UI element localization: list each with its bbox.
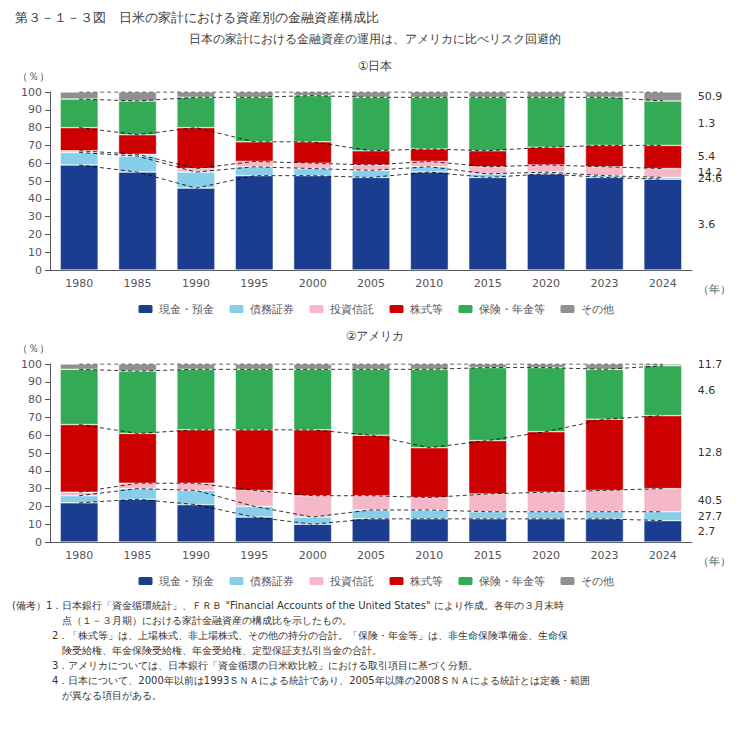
svg-text:（年）: （年） [698,283,731,296]
svg-text:保険・年金等: 保険・年金等 [479,575,545,588]
svg-text:第３－１－３図 日米の家計における資産別の金融資産構成比: 第３－１－３図 日米の家計における資産別の金融資産構成比 [15,10,379,25]
svg-text:（％）: （％） [17,70,50,83]
svg-text:0: 0 [35,536,42,549]
svg-text:4．日本について、2000年以前は1993ＳＮＡによる統計で: 4．日本について、2000年以前は1993ＳＮＡによる統計であり、2005年以降… [12,675,590,686]
svg-text:2000: 2000 [299,549,327,562]
svg-text:1985: 1985 [124,277,152,290]
svg-text:40.5: 40.5 [698,494,723,507]
svg-text:27.7: 27.7 [698,510,723,523]
svg-text:10: 10 [28,246,42,259]
svg-text:（年）: （年） [698,555,731,568]
svg-text:投資信託: 投資信託 [329,575,374,588]
svg-text:90: 90 [28,103,42,116]
svg-text:その他: その他 [581,575,614,588]
svg-text:が異なる項目がある。: が異なる項目がある。 [12,690,162,701]
svg-text:2015: 2015 [474,277,502,290]
svg-text:90: 90 [28,375,42,388]
svg-text:2023: 2023 [590,277,618,290]
svg-text:40: 40 [28,464,42,477]
svg-text:11.7: 11.7 [698,358,723,371]
svg-text:60: 60 [28,429,42,442]
svg-text:14.2: 14.2 [698,166,723,179]
svg-text:4.6: 4.6 [698,384,716,397]
svg-text:現金・預金: 現金・預金 [159,303,214,316]
svg-text:1990: 1990 [182,549,210,562]
svg-text:2015: 2015 [474,549,502,562]
svg-text:1985: 1985 [124,549,152,562]
svg-text:1995: 1995 [240,277,268,290]
svg-text:2010: 2010 [415,549,443,562]
svg-text:1995: 1995 [240,549,268,562]
svg-text:80: 80 [28,121,42,134]
svg-text:（％）: （％） [17,342,50,355]
svg-text:2010: 2010 [415,277,443,290]
svg-text:その他: その他 [581,303,614,316]
svg-text:70: 70 [28,411,42,424]
svg-text:1.3: 1.3 [698,117,716,130]
svg-text:2023: 2023 [590,549,618,562]
svg-text:5.4: 5.4 [698,150,716,163]
svg-text:60: 60 [28,157,42,170]
svg-text:1980: 1980 [65,549,93,562]
svg-text:日本の家計における金融資産の運用は、アメリカに比べリスク回避: 日本の家計における金融資産の運用は、アメリカに比べリスク回避的 [189,32,561,46]
svg-text:保険・年金等: 保険・年金等 [479,303,545,316]
svg-text:100: 100 [21,86,42,99]
svg-text:現金・預金: 現金・預金 [159,575,214,588]
svg-text:1980: 1980 [65,277,93,290]
svg-text:80: 80 [28,393,42,406]
svg-text:2000: 2000 [299,277,327,290]
svg-text:②アメリカ: ②アメリカ [346,329,405,343]
svg-text:50: 50 [28,175,42,188]
svg-text:2024: 2024 [649,549,677,562]
svg-text:2020: 2020 [532,277,560,290]
svg-text:株式等: 株式等 [409,575,443,588]
svg-text:100: 100 [21,358,42,371]
svg-text:投資信託: 投資信託 [329,303,374,316]
svg-text:30: 30 [28,210,42,223]
svg-text:険受給権、年金保険受給権、年金受給権、定型保証支払引当金の合: 険受給権、年金保険受給権、年金受給権、定型保証支払引当金の合計。 [12,645,382,656]
svg-text:3.6: 3.6 [698,218,716,231]
svg-text:30: 30 [28,482,42,495]
svg-text:20: 20 [28,228,42,241]
svg-text:50.9: 50.9 [698,90,723,103]
svg-text:10: 10 [28,518,42,531]
svg-text:①日本: ①日本 [358,59,393,73]
svg-text:70: 70 [28,139,42,152]
svg-text:2024: 2024 [649,277,677,290]
svg-text:2005: 2005 [357,277,385,290]
svg-text:(備考）1．日本銀行「資金循環統計」、ＦＲＢ "Financ: (備考）1．日本銀行「資金循環統計」、ＦＲＢ "Financial Accoun… [12,600,564,611]
svg-text:2020: 2020 [532,549,560,562]
svg-text:50: 50 [28,447,42,460]
svg-text:3．アメリカについては、日本銀行「資金循環の日米欧比較」にお: 3．アメリカについては、日本銀行「資金循環の日米欧比較」における取引項目に基づく… [12,660,478,671]
svg-text:40: 40 [28,192,42,205]
svg-text:0: 0 [35,264,42,277]
svg-text:2.7: 2.7 [698,525,716,538]
svg-text:2005: 2005 [357,549,385,562]
svg-text:債務証券: 債務証券 [250,303,294,316]
svg-text:12.8: 12.8 [698,446,723,459]
svg-text:点（１－３月期）における家計金融資産の構成比を示したもの。: 点（１－３月期）における家計金融資産の構成比を示したもの。 [12,615,352,626]
svg-text:株式等: 株式等 [409,303,443,316]
svg-text:2．「株式等」は、上場株式、非上場株式、その他の持分の合計。: 2．「株式等」は、上場株式、非上場株式、その他の持分の合計。「保険・年金等」は、… [12,630,568,641]
svg-text:1990: 1990 [182,277,210,290]
svg-text:債務証券: 債務証券 [250,575,294,588]
svg-text:20: 20 [28,500,42,513]
